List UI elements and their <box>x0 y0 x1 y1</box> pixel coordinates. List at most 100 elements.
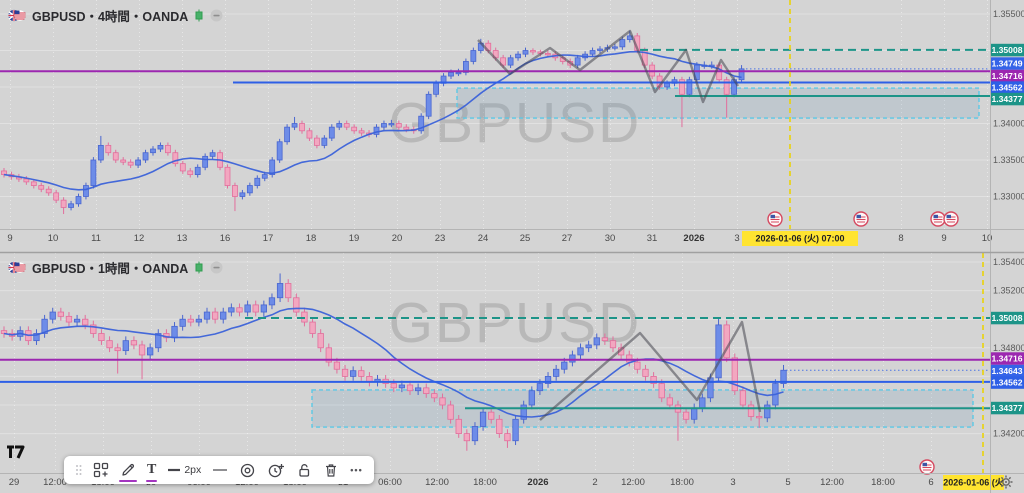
price-chip-text: 1.34643 <box>991 366 1022 376</box>
price-label: 1.35400 <box>993 257 1024 267</box>
toolbar-drag-handle[interactable] <box>71 458 86 482</box>
price-chip-1.34716[interactable] <box>990 69 1024 83</box>
bottom-highlight-time-chip[interactable] <box>943 475 1004 490</box>
price-chip-1.34562[interactable] <box>990 81 1024 94</box>
active-tool-underline <box>119 479 137 482</box>
price-chip-text: 1.34562 <box>991 83 1022 93</box>
line-width-label: 2px <box>184 464 202 476</box>
time-label: 12:00 <box>621 477 645 488</box>
alarm-add-button[interactable] <box>263 458 289 482</box>
collapse-minus-icon[interactable] <box>210 261 223 274</box>
us-economic-event-icon[interactable] <box>919 459 935 475</box>
highlight-time-text: 2026-01-06 (火 <box>943 478 1005 488</box>
symbol-header-1h: GBPUSD・1時間・OANDA <box>8 258 223 277</box>
panel-bottom: GBPUSD2912:0018:003006:0012:0018:003106:… <box>0 253 1024 490</box>
us-economic-event-icon[interactable] <box>853 211 869 227</box>
time-label: 5 <box>785 477 790 488</box>
us-economic-event-icon[interactable] <box>930 211 946 227</box>
price-chip-1.35008[interactable] <box>990 43 1024 57</box>
price-chip-1.35008[interactable] <box>990 311 1024 325</box>
time-label: 20 <box>392 233 403 244</box>
time-label: 9 <box>7 233 12 244</box>
candle-style-icon[interactable] <box>194 261 204 274</box>
time-label: 18 <box>306 233 317 244</box>
more-options-button[interactable]: ••• <box>346 458 366 482</box>
price-chip-1.34643[interactable] <box>990 364 1024 378</box>
top-gridlines <box>0 0 990 229</box>
time-label: 2026 <box>527 477 548 488</box>
time-label: 2026 <box>683 233 704 244</box>
tradingview-logo[interactable] <box>6 444 30 465</box>
price-chip-1.34716[interactable] <box>990 352 1024 365</box>
price-chip-1.34377[interactable] <box>990 92 1024 106</box>
delete-trash-button[interactable] <box>319 458 343 482</box>
price-label: 1.34800 <box>993 343 1024 353</box>
price-chip-text: 1.34562 <box>991 378 1022 388</box>
time-label: 30 <box>605 233 616 244</box>
time-label: 3 <box>730 477 735 488</box>
bottom-candles <box>0 273 787 451</box>
price-chip-text: 1.35008 <box>991 313 1022 323</box>
time-label: 12:00 <box>425 477 449 488</box>
top-highlight-time-chip[interactable] <box>742 231 858 246</box>
top-price-scale[interactable]: 1.35500 1.34000 1.33500 1.33000 1.35008 1.347… <box>990 9 1024 202</box>
candle-style-icon[interactable] <box>194 9 204 22</box>
time-label: 8 <box>898 233 903 244</box>
time-label: 31 <box>647 233 658 244</box>
price-chip-1.34377[interactable] <box>990 401 1024 415</box>
drawing-toolbar: T 2px ••• <box>64 456 374 484</box>
price-label: 1.35500 <box>993 9 1024 19</box>
line-width-button[interactable]: 2px <box>163 458 205 482</box>
collapse-minus-icon[interactable] <box>210 9 223 22</box>
time-label: 29 <box>9 477 20 488</box>
time-label: 10 <box>982 233 993 244</box>
time-label: 25 <box>520 233 531 244</box>
time-label: 12:00 <box>43 477 67 488</box>
settings-gear-icon[interactable] <box>998 474 1014 493</box>
bottom-zigzag-drawing[interactable] <box>539 320 762 421</box>
price-chip-text: 1.34716 <box>991 71 1022 81</box>
top-zigzag-drawing[interactable] <box>477 29 740 104</box>
text-tool-button[interactable]: T <box>143 458 160 482</box>
time-label: 16 <box>220 233 231 244</box>
symbol-title-1h[interactable]: GBPUSD・1時間・OANDA <box>32 262 189 276</box>
price-chip-text: 1.34377 <box>991 403 1022 413</box>
price-label: 1.34000 <box>993 119 1024 129</box>
price-label: 1.34200 <box>993 429 1024 439</box>
top-ma-line[interactable] <box>3 50 742 191</box>
time-label: 2 <box>592 477 597 488</box>
price-chip-text: 1.34749 <box>991 59 1022 69</box>
text-tool-glyph: T <box>147 462 157 477</box>
layout-grid-add-button[interactable] <box>89 458 113 482</box>
bottom-price-scale[interactable]: 1.35400 1.35200 1.34800 1.34200 1.35008 1.347… <box>990 257 1024 439</box>
symbol-title-4h[interactable]: GBPUSD・4時間・OANDA <box>32 10 189 24</box>
price-label: 1.35200 <box>993 286 1024 296</box>
time-label: 12 <box>134 233 145 244</box>
price-label: 1.33000 <box>993 192 1024 202</box>
price-chip-1.34562[interactable] <box>990 376 1024 389</box>
symbol-header-4h: GBPUSD・4時間・OANDA <box>8 6 223 25</box>
time-label: 11 <box>91 233 101 244</box>
time-label: 17 <box>263 233 274 244</box>
time-label: 19 <box>349 233 360 244</box>
top-time-axis[interactable]: 9 10 11 12 13 16 17 18 19 20 23 24 25 27 30 31 2026 3 8 9 10… <box>0 229 1024 247</box>
us-economic-event-icon[interactable] <box>943 211 959 227</box>
time-label: 18:00 <box>473 477 497 488</box>
target-settings-button[interactable] <box>235 458 260 482</box>
gbpusd-flag-icon <box>8 261 26 274</box>
us-economic-event-icon[interactable] <box>767 211 783 227</box>
time-label: 13 <box>177 233 188 244</box>
highlight-time-text: 2026-01-06 (火) 07:00 <box>755 234 844 244</box>
line-style-button[interactable] <box>208 458 232 482</box>
price-chip-text: 1.34716 <box>991 354 1022 364</box>
price-chip-text: 1.35008 <box>991 45 1022 55</box>
lock-button[interactable] <box>292 458 316 482</box>
draw-pencil-button[interactable] <box>116 458 140 482</box>
top-zone-box[interactable] <box>456 87 980 119</box>
price-chip-1.34749[interactable] <box>990 57 1024 70</box>
gbpusd-flag-icon <box>8 9 26 22</box>
time-label: 6 <box>928 477 933 488</box>
bottom-watermark: GBPUSD <box>389 291 642 355</box>
